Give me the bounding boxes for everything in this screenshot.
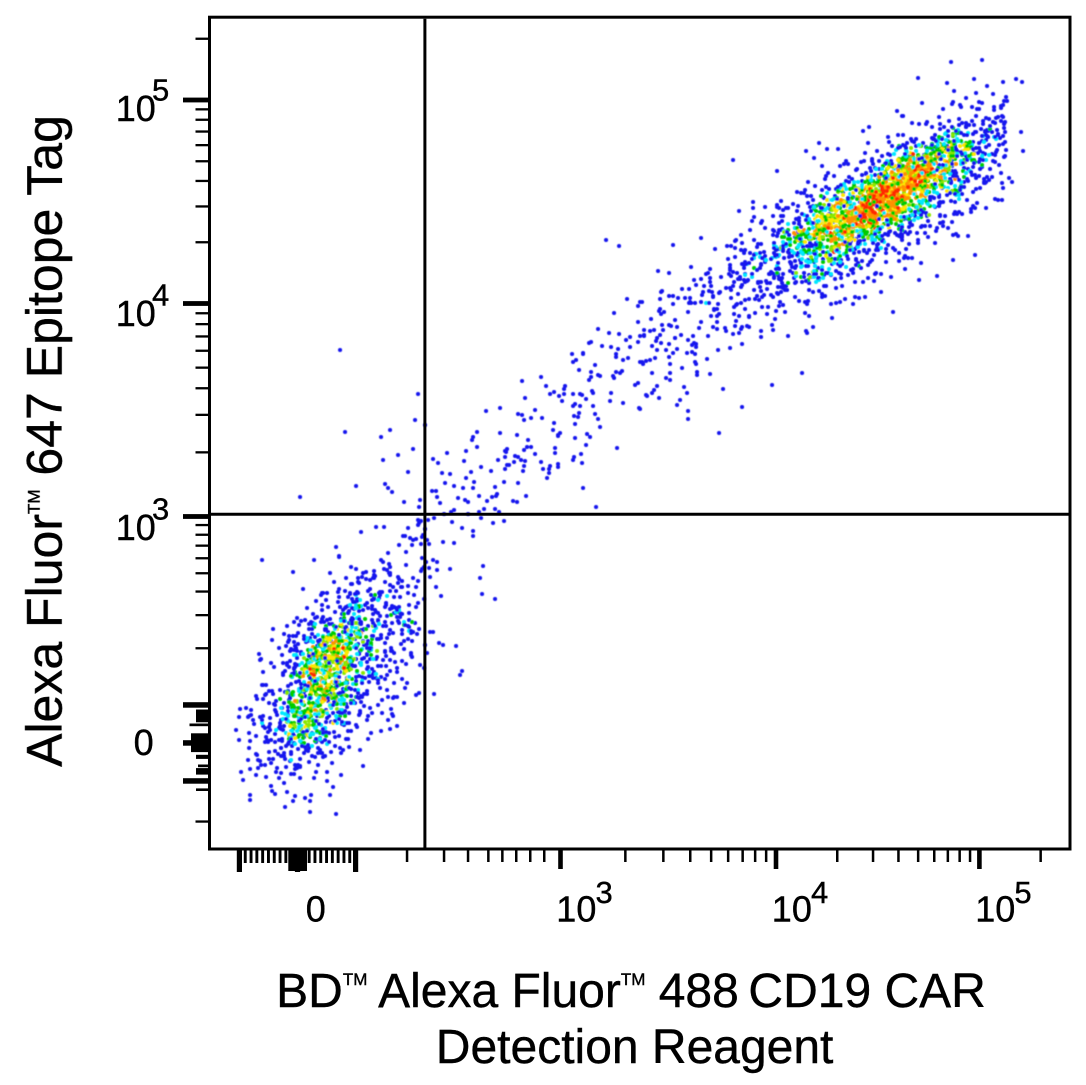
svg-text:10: 10: [975, 889, 1015, 930]
svg-text:10: 10: [772, 889, 812, 930]
svg-text:10: 10: [116, 293, 156, 334]
svg-text:10: 10: [556, 889, 596, 930]
svg-text:10: 10: [116, 507, 156, 548]
svg-text:0: 0: [134, 722, 154, 763]
svg-text:0: 0: [306, 889, 326, 930]
svg-text:4: 4: [811, 875, 828, 910]
svg-text:3: 3: [596, 875, 613, 910]
svg-text:5: 5: [152, 72, 169, 107]
svg-text:Detection Reagent: Detection Reagent: [436, 1021, 834, 1074]
svg-text:Alexa FluorTM​ 647 Epitope Tag: Alexa FluorTM​ 647 Epitope Tag: [17, 115, 73, 767]
svg-text:3: 3: [152, 492, 169, 527]
svg-text:5: 5: [1014, 875, 1031, 910]
svg-text:4: 4: [152, 278, 169, 313]
svg-text:10: 10: [116, 88, 156, 129]
